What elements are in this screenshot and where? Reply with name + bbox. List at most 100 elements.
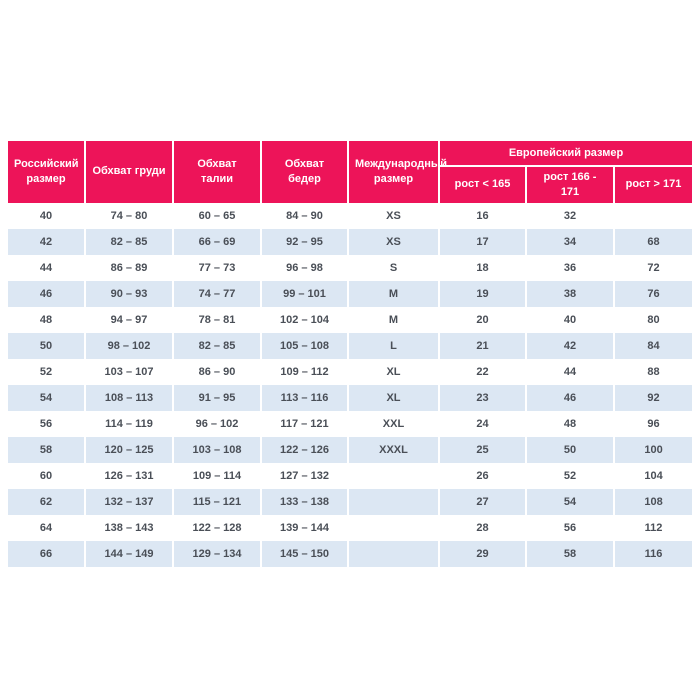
table-cell: 98 – 102 — [86, 332, 174, 359]
table-cell: 20 — [440, 306, 527, 333]
table-cell: 92 – 95 — [262, 228, 349, 255]
table-cell: 60 — [8, 462, 86, 489]
table-cell: 104 — [615, 462, 693, 489]
table-cell: 50 — [527, 436, 615, 463]
table-cell: 54 — [8, 384, 86, 411]
table-cell: 117 – 121 — [262, 410, 349, 437]
table-cell: 102 – 104 — [262, 306, 349, 333]
table-cell: 108 – 113 — [86, 384, 174, 411]
table-cell: 122 – 128 — [174, 514, 262, 541]
table-cell: 92 — [615, 384, 693, 411]
table-cell: 94 – 97 — [86, 306, 174, 333]
table-cell: 116 — [615, 540, 693, 567]
table-cell: 60 – 65 — [174, 202, 262, 229]
header-international-size: Международный размер — [349, 141, 447, 203]
table-cell: M — [349, 280, 440, 307]
table-cell: 42 — [8, 228, 86, 255]
table-cell: 19 — [440, 280, 527, 307]
table-cell: 27 — [440, 488, 527, 515]
table-cell: 17 — [440, 228, 527, 255]
table-cell — [349, 540, 440, 567]
table-cell: 28 — [440, 514, 527, 541]
table-cell: 133 – 138 — [262, 488, 349, 515]
table-cell: 144 – 149 — [86, 540, 174, 567]
table-cell: 42 — [527, 332, 615, 359]
table-cell: XXXL — [349, 436, 440, 463]
table-cell: 120 – 125 — [86, 436, 174, 463]
table-cell — [349, 488, 440, 515]
table-cell: 32 — [527, 202, 615, 229]
table-cell: 138 – 143 — [86, 514, 174, 541]
header-european-size: Европейский размер — [440, 141, 693, 167]
table-cell: S — [349, 254, 440, 281]
table-cell: 78 – 81 — [174, 306, 262, 333]
table-cell: 56 — [8, 410, 86, 437]
table-cell: 23 — [440, 384, 527, 411]
table-cell: 66 – 69 — [174, 228, 262, 255]
table-cell: 145 – 150 — [262, 540, 349, 567]
table-cell: 91 – 95 — [174, 384, 262, 411]
header-height-166-171: рост 166 - 171 — [527, 167, 615, 203]
header-height-lt-165: рост < 165 — [440, 167, 527, 203]
header-waist: Обхват талии — [174, 141, 262, 203]
table-cell: 103 – 108 — [174, 436, 262, 463]
table-row: 58 120 – 125 103 – 108 122 – 126 XXXL 25 50 100 — [8, 436, 693, 463]
table-row: 42 82 – 85 66 – 69 92 – 95 XS 17 34 68 — [8, 228, 693, 255]
table-cell: 52 — [527, 462, 615, 489]
table-row: 60 126 – 131 109 – 114 127 – 132 26 52 104 — [8, 462, 693, 489]
table-cell: XL — [349, 358, 440, 385]
table-cell: 96 – 102 — [174, 410, 262, 437]
table-cell: 44 — [527, 358, 615, 385]
table-row: 64 138 – 143 122 – 128 139 – 144 28 56 112 — [8, 514, 693, 541]
table-cell: 24 — [440, 410, 527, 437]
table-cell: L — [349, 332, 440, 359]
table-row: 54 108 – 113 91 – 95 113 – 116 XL 23 46 92 — [8, 384, 693, 411]
table-cell: 74 – 80 — [86, 202, 174, 229]
table-cell: 56 — [527, 514, 615, 541]
table-cell: XXL — [349, 410, 440, 437]
header-row-main: Российский размер Обхват груди Обхват та… — [8, 141, 693, 203]
table-row: 50 98 – 102 82 – 85 105 – 108 L 21 42 84 — [8, 332, 693, 359]
table-cell: 82 – 85 — [174, 332, 262, 359]
table-cell: 52 — [8, 358, 86, 385]
table-cell: 74 – 77 — [174, 280, 262, 307]
table-cell: 109 – 114 — [174, 462, 262, 489]
table-cell: M — [349, 306, 440, 333]
table-cell: 122 – 126 — [262, 436, 349, 463]
table-row: 66 144 – 149 129 – 134 145 – 150 29 58 116 — [8, 540, 693, 567]
table-cell: 82 – 85 — [86, 228, 174, 255]
table-cell: 54 — [527, 488, 615, 515]
table-row: 44 86 – 89 77 – 73 96 – 98 S 18 36 72 — [8, 254, 693, 281]
table-cell: 62 — [8, 488, 86, 515]
table-cell: 129 – 134 — [174, 540, 262, 567]
table-cell: 96 – 98 — [262, 254, 349, 281]
table-cell: 127 – 132 — [262, 462, 349, 489]
table-row: 46 90 – 93 74 – 77 99 – 101 M 19 38 76 — [8, 280, 693, 307]
table-cell — [349, 514, 440, 541]
table-row: 52 103 – 107 86 – 90 109 – 112 XL 22 44 88 — [8, 358, 693, 385]
table-cell — [615, 202, 693, 229]
table-header: Российский размер Обхват груди Обхват та… — [8, 141, 693, 203]
table-cell: 34 — [527, 228, 615, 255]
table-cell: 50 — [8, 332, 86, 359]
header-russian-size: Российский размер — [8, 141, 86, 203]
table-cell: 103 – 107 — [86, 358, 174, 385]
table-cell: 46 — [8, 280, 86, 307]
table-cell: 21 — [440, 332, 527, 359]
table-cell: 96 — [615, 410, 693, 437]
table-cell: 114 – 119 — [86, 410, 174, 437]
table-cell: 108 — [615, 488, 693, 515]
table-cell: XL — [349, 384, 440, 411]
table-cell: 132 – 137 — [86, 488, 174, 515]
table-cell — [349, 462, 440, 489]
table-cell: 126 – 131 — [86, 462, 174, 489]
table-cell: XS — [349, 202, 440, 229]
table-cell: 26 — [440, 462, 527, 489]
table-cell: 86 – 90 — [174, 358, 262, 385]
table-row: 62 132 – 137 115 – 121 133 – 138 27 54 108 — [8, 488, 693, 515]
table-cell: 58 — [527, 540, 615, 567]
table-cell: 115 – 121 — [174, 488, 262, 515]
table-row: 48 94 – 97 78 – 81 102 – 104 M 20 40 80 — [8, 306, 693, 333]
table-cell: 40 — [8, 202, 86, 229]
table-cell: 77 – 73 — [174, 254, 262, 281]
